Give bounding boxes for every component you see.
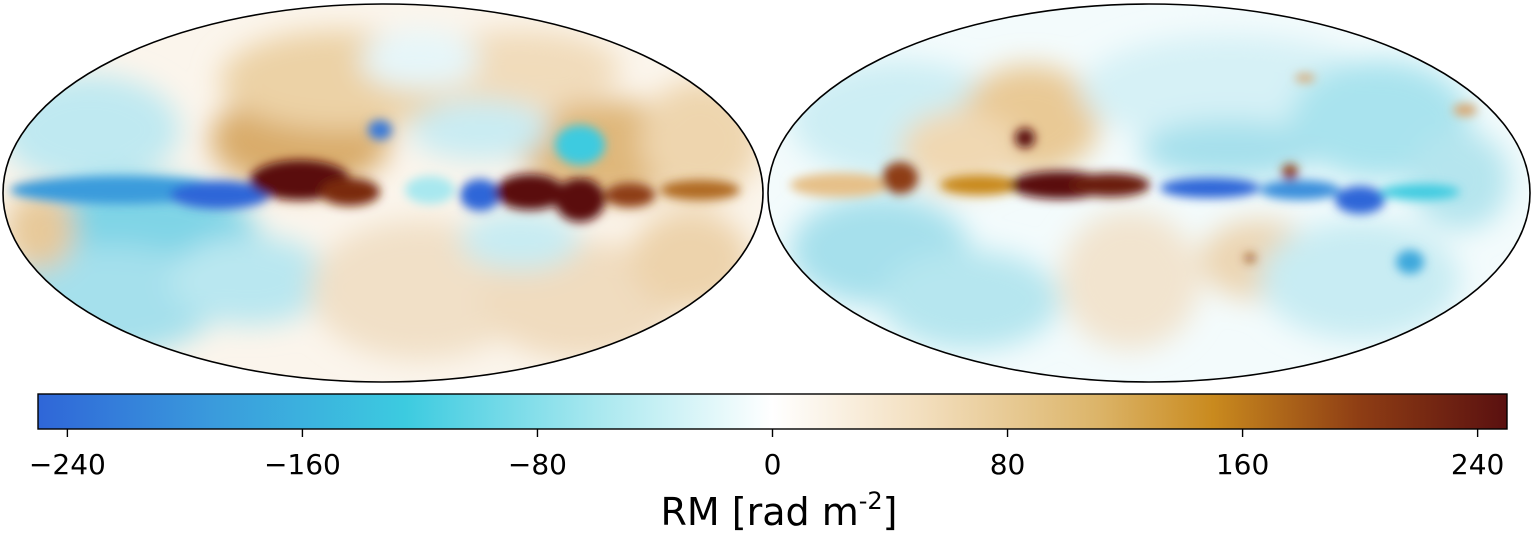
colorbar-label: RM [rad m-2] <box>661 487 898 533</box>
colorbar-tick-label: 80 <box>990 448 1026 481</box>
right-allsky-rm-map <box>767 3 1531 383</box>
colorbar-gradient <box>37 393 1508 430</box>
left-map-outline <box>2 3 764 383</box>
right-map-outline <box>767 3 1531 383</box>
colorbar-tick-label: 240 <box>1451 448 1504 481</box>
colorbar: −240 −160 −80 0 80 160 240 RM [rad m-2] <box>29 393 1508 533</box>
colorbar-ticks: −240 −160 −80 0 80 160 240 <box>29 429 1504 481</box>
colorbar-tick-label: −160 <box>264 448 341 481</box>
colorbar-tick-label: 0 <box>764 448 782 481</box>
colorbar-tick-label: −240 <box>29 448 106 481</box>
colorbar-tick-label: −80 <box>508 448 567 481</box>
colorbar-tick-label: 160 <box>1216 448 1269 481</box>
left-allsky-rm-map <box>2 3 764 383</box>
